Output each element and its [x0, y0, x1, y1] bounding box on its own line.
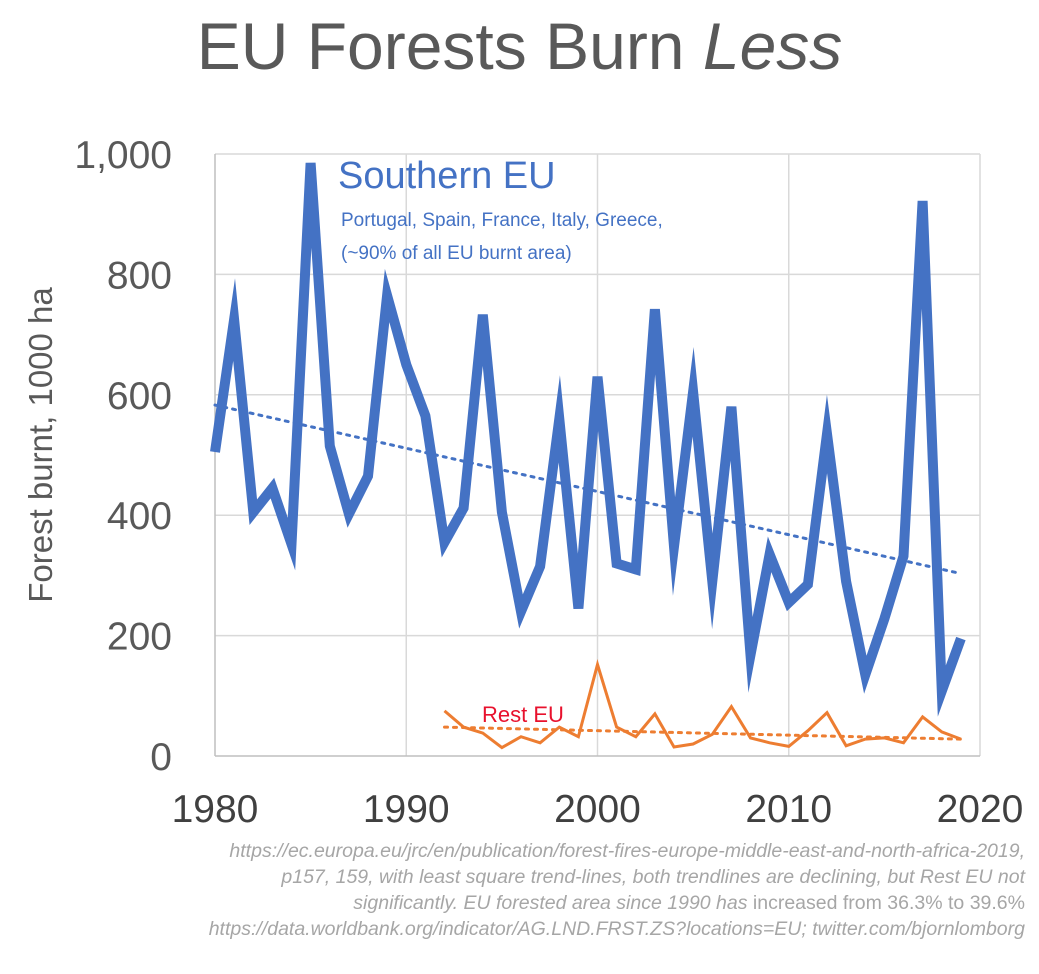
y-tick-label: 600: [107, 375, 172, 418]
y-axis-label: Forest burnt, 1000 ha: [22, 287, 59, 603]
source-line-1: https://ec.europa.eu/jrc/en/publication/…: [229, 840, 1025, 862]
chart-title-main: EU Forests Burn: [196, 9, 685, 83]
source-line-2: p157, 159, with least square trend-lines…: [281, 866, 1025, 888]
series-line-rest-eu: [443, 659, 962, 750]
x-tick-label: 1990: [363, 788, 450, 831]
southern-eu-label: Southern EU: [338, 155, 556, 197]
source-line-3: significantly. EU forested area since 19…: [40, 890, 1025, 916]
source-line-3-plain: increased from 36.3% to 39.6%: [747, 892, 1025, 914]
chart-title: EU Forests Burn Less: [0, 6, 1039, 86]
y-tick-label: 0: [150, 736, 172, 779]
y-axis-tick-labels: 0 200 400 600 800 1,000: [74, 134, 172, 779]
y-tick-label: 800: [107, 254, 172, 297]
y-tick-label: 1,000: [74, 134, 172, 177]
source-note: https://ec.europa.eu/jrc/en/publication/…: [40, 838, 1025, 942]
x-axis-tick-labels: 1980 1990 2000 2010 2020: [172, 788, 1024, 831]
source-line-3-italic: significantly. EU forested area since 19…: [353, 892, 748, 914]
x-tick-label: 2000: [554, 788, 641, 831]
southern-eu-share: (~90% of all EU burnt area): [341, 243, 572, 264]
x-tick-label: 2020: [937, 788, 1024, 831]
series-line-southern-eu: [210, 162, 966, 717]
axes: [214, 154, 980, 757]
y-tick-label: 200: [107, 616, 172, 659]
rest-eu-label: Rest EU: [482, 702, 564, 727]
series-lines: [210, 162, 966, 750]
chart-title-emphasis: Less: [702, 9, 843, 83]
southern-eu-countries: Portugal, Spain, France, Italy, Greece,: [341, 210, 663, 231]
x-tick-label: 2010: [745, 788, 832, 831]
x-tick-label: 1980: [172, 788, 259, 831]
y-tick-label: 400: [107, 495, 172, 538]
source-line-4: https://data.worldbank.org/indicator/AG.…: [208, 918, 1025, 940]
